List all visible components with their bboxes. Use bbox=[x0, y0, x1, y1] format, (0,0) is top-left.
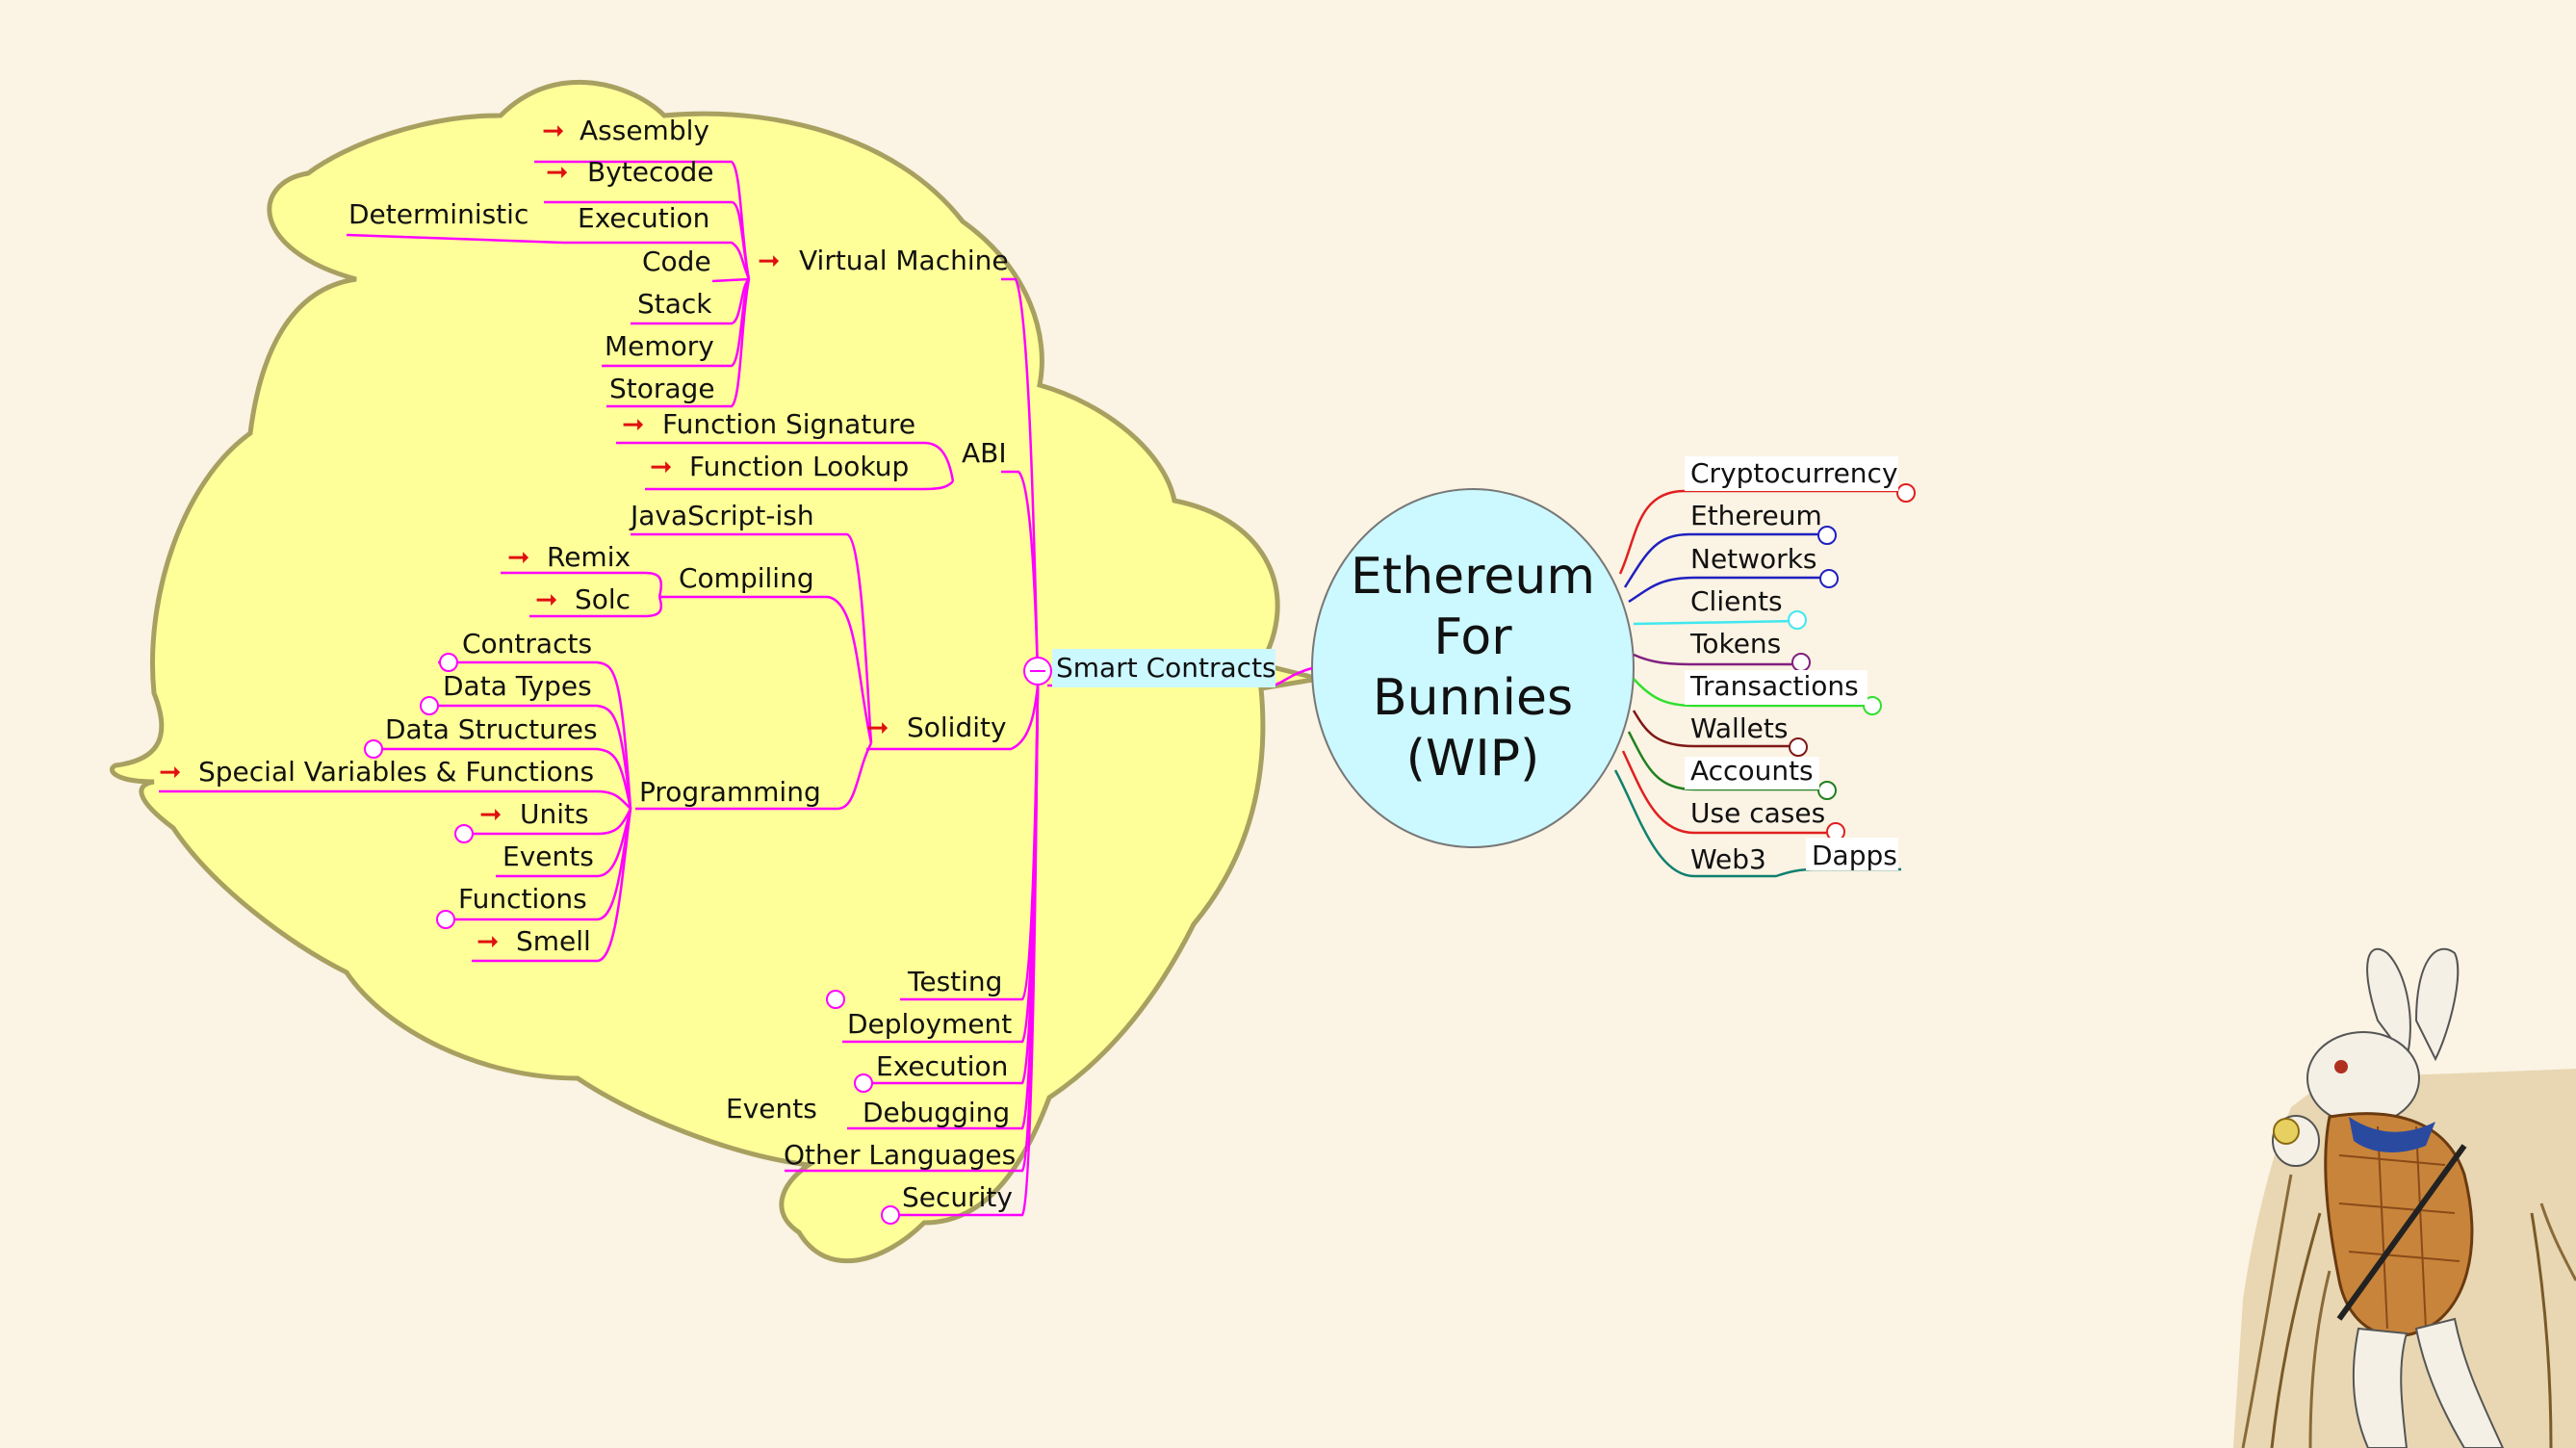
node-stack[interactable]: Stack bbox=[637, 288, 712, 320]
node-tokens[interactable]: Tokens bbox=[1689, 628, 1781, 659]
node-remix[interactable]: Remix bbox=[547, 541, 631, 573]
root-node[interactable] bbox=[1311, 488, 1635, 848]
link-arrow-icon: ➞ bbox=[477, 925, 499, 957]
node-cryptocurrency[interactable]: Cryptocurrency bbox=[1690, 457, 1898, 489]
node-solidity[interactable]: Solidity bbox=[907, 711, 1007, 743]
branch-lines bbox=[159, 160, 1313, 1217]
node-wallets[interactable]: Wallets bbox=[1690, 712, 1788, 744]
accounts-bg bbox=[1685, 757, 1819, 789]
node-solc[interactable]: Solc bbox=[575, 583, 631, 615]
smart-contracts-bg bbox=[1052, 649, 1275, 687]
root-line-1: Ethereum bbox=[1351, 548, 1595, 606]
node-debugging[interactable]: Debugging bbox=[863, 1097, 1010, 1128]
node-networks[interactable]: Networks bbox=[1690, 543, 1817, 575]
node-debugging-events[interactable]: Events bbox=[726, 1093, 817, 1125]
node-testing[interactable]: Testing bbox=[907, 966, 1002, 997]
node-other-languages[interactable]: Other Languages bbox=[784, 1139, 1016, 1171]
node-special-variables[interactable]: Special Variables & Functions bbox=[198, 756, 594, 788]
node-events[interactable]: Events bbox=[502, 840, 594, 872]
root-line-4: (WIP) bbox=[1406, 730, 1540, 788]
node-data-types[interactable]: Data Types bbox=[443, 670, 592, 702]
cryptocurrency-bg bbox=[1685, 456, 1898, 491]
node-ethereum[interactable]: Ethereum bbox=[1690, 500, 1822, 531]
node-function-signature[interactable]: Function Signature bbox=[662, 408, 915, 440]
node-javascript-ish[interactable]: JavaScript-ish bbox=[629, 500, 814, 531]
node-assembly[interactable]: Assembly bbox=[580, 115, 709, 146]
smart-contracts-label[interactable]: Smart Contracts bbox=[1056, 652, 1276, 684]
node-deployment[interactable]: Deployment bbox=[847, 1008, 1012, 1040]
link-arrow-icon: ➞ bbox=[542, 115, 564, 146]
link-arrow-icon: ➞ bbox=[546, 156, 568, 188]
link-arrow-icon: ➞ bbox=[507, 541, 529, 573]
root-line-3: Bunnies bbox=[1373, 669, 1573, 727]
node-function-lookup[interactable]: Function Lookup bbox=[689, 451, 909, 482]
node-dapps[interactable]: Dapps bbox=[1812, 840, 1897, 871]
node-sc-execution[interactable]: Execution bbox=[876, 1050, 1008, 1082]
white-rabbit-illustration bbox=[2233, 947, 2576, 1448]
link-arrow-icon: ➞ bbox=[159, 756, 181, 788]
node-transactions[interactable]: Transactions bbox=[1689, 670, 1859, 702]
node-units[interactable]: Units bbox=[520, 798, 589, 830]
node-programming[interactable]: Programming bbox=[639, 776, 821, 808]
link-arrow-icon: ➞ bbox=[622, 408, 644, 440]
node-data-structures[interactable]: Data Structures bbox=[385, 713, 598, 745]
dapps-bg bbox=[1806, 838, 1898, 870]
node-compiling[interactable]: Compiling bbox=[679, 562, 814, 594]
link-arrow-icon: ➞ bbox=[650, 451, 672, 482]
node-smell[interactable]: Smell bbox=[516, 925, 591, 957]
node-virtual-machine[interactable]: Virtual Machine bbox=[799, 245, 1009, 276]
smart-contracts-cloud bbox=[109, 79, 1320, 1264]
node-clients[interactable]: Clients bbox=[1690, 585, 1783, 617]
link-arrow-icon: ➞ bbox=[479, 798, 502, 830]
transactions-bg bbox=[1685, 670, 1868, 705]
node-abi[interactable]: ABI bbox=[962, 437, 1007, 469]
node-security[interactable]: Security bbox=[902, 1181, 1013, 1213]
node-vm-execution[interactable]: Execution bbox=[578, 202, 709, 234]
link-arrow-icon: ➞ bbox=[535, 583, 557, 615]
node-functions[interactable]: Functions bbox=[458, 883, 587, 915]
node-web3[interactable]: Web3 bbox=[1690, 843, 1766, 875]
link-arrow-icon: ➞ bbox=[866, 711, 889, 743]
node-deterministic[interactable]: Deterministic bbox=[348, 198, 528, 230]
node-use-cases[interactable]: Use cases bbox=[1690, 797, 1825, 829]
node-accounts[interactable]: Accounts bbox=[1690, 755, 1814, 787]
right-branch-lines bbox=[1613, 489, 1906, 878]
root-line-2: For bbox=[1433, 608, 1512, 666]
link-arrow-icon: ➞ bbox=[758, 245, 780, 276]
node-storage[interactable]: Storage bbox=[609, 373, 715, 404]
node-code[interactable]: Code bbox=[642, 246, 711, 277]
node-bytecode[interactable]: Bytecode bbox=[587, 156, 714, 188]
node-contracts[interactable]: Contracts bbox=[462, 628, 592, 659]
node-memory[interactable]: Memory bbox=[605, 330, 714, 362]
